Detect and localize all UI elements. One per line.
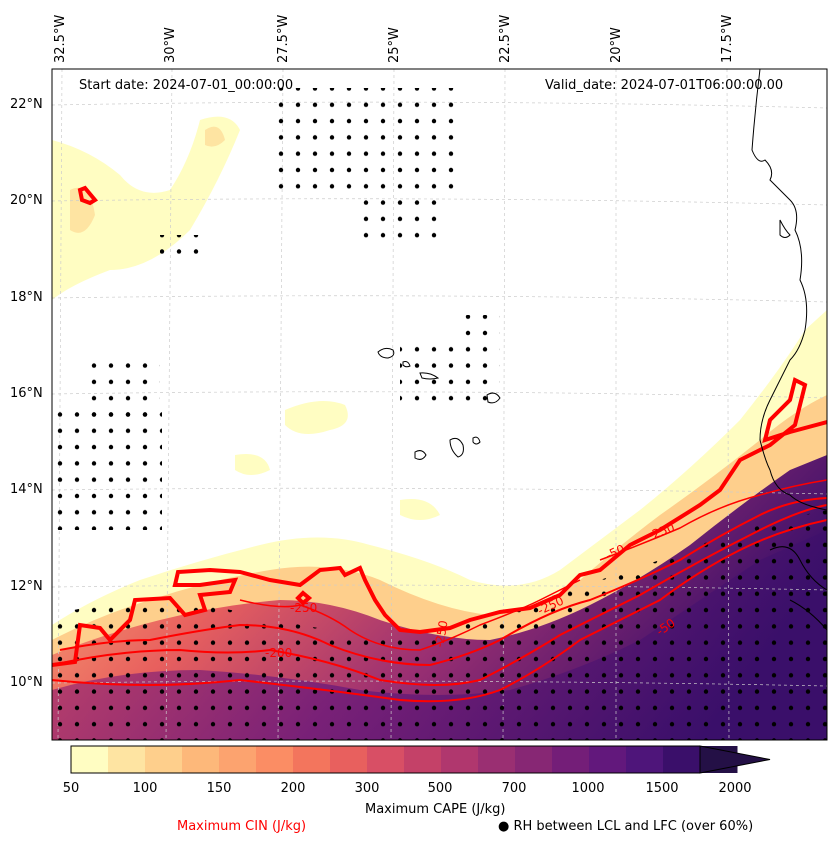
lon-label: 32.5°W xyxy=(53,14,68,63)
colorbar-swatch xyxy=(404,746,442,773)
colorbar-swatch xyxy=(330,746,368,773)
cape-colorbar xyxy=(70,745,771,774)
cin-legend: Maximum CIN (J/kg) xyxy=(177,819,307,834)
colorbar-swatch xyxy=(219,746,257,773)
colorbar-swatch xyxy=(478,746,516,773)
lat-label: 18°N xyxy=(10,290,43,305)
lon-label: 22.5°W xyxy=(498,14,513,63)
colorbar-extend-arrow xyxy=(699,745,771,774)
cape-light-patch-2 xyxy=(70,187,95,233)
lon-label: 30°W xyxy=(163,27,178,63)
colorbar-tick: 1500 xyxy=(645,781,679,796)
contour-label: -200 xyxy=(265,646,292,660)
lat-label: 12°N xyxy=(10,579,43,594)
colorbar-tick: 200 xyxy=(280,781,306,796)
colorbar-swatch xyxy=(71,746,109,773)
colorbar-swatch xyxy=(663,746,701,773)
contour-label: -250 xyxy=(290,601,317,615)
colorbar-tick: 50 xyxy=(62,781,80,796)
rh-stippling xyxy=(52,88,827,740)
colorbar-swatch xyxy=(182,746,220,773)
map-frame xyxy=(51,68,828,741)
colorbar-tick: 100 xyxy=(132,781,158,796)
lon-label: 25°W xyxy=(387,27,402,63)
colorbar-swatch xyxy=(145,746,183,773)
cin-contours xyxy=(52,185,827,703)
colorbar-tick: 300 xyxy=(354,781,380,796)
start-date-label: Start date: 2024-07-01_00:00:00 xyxy=(79,78,294,93)
colorbar-swatch xyxy=(108,746,146,773)
lat-label: 20°N xyxy=(10,193,43,208)
colorbar-tick: 700 xyxy=(501,781,527,796)
cape-light-patch-3 xyxy=(205,126,225,147)
colorbar-swatch xyxy=(552,746,590,773)
colorbar-swatch xyxy=(626,746,664,773)
colorbar-swatch xyxy=(515,746,553,773)
contour-label: -250 xyxy=(432,619,451,648)
colorbar-tick: 1000 xyxy=(571,781,605,796)
lon-label: 17.5°W xyxy=(720,14,735,63)
rh-legend: ● RH between LCL and LFC (over 60%) xyxy=(498,819,754,834)
colorbar-swatch xyxy=(367,746,405,773)
coastline xyxy=(377,69,827,631)
colorbar-frame xyxy=(70,745,700,774)
lat-label: 14°N xyxy=(10,482,43,497)
lat-label: 22°N xyxy=(10,97,43,112)
colorbar-title: Maximum CAPE (J/kg) xyxy=(365,802,506,817)
colorbar-tick: 500 xyxy=(427,781,453,796)
lat-label: 16°N xyxy=(10,386,43,401)
colorbar-swatch xyxy=(441,746,479,773)
lon-label: 27.5°W xyxy=(276,14,291,63)
lon-label: 20°W xyxy=(609,27,624,63)
colorbar-tick: 150 xyxy=(206,781,232,796)
lat-label: 10°N xyxy=(10,675,43,690)
colorbar-swatch xyxy=(256,746,294,773)
colorbar-swatch xyxy=(589,746,627,773)
colorbar-tick: 2000 xyxy=(718,781,752,796)
valid-date-label: Valid_date: 2024-07-01T06:00:00.00 xyxy=(545,78,784,93)
colorbar-swatch xyxy=(293,746,331,773)
cape-light-patches xyxy=(52,116,440,520)
